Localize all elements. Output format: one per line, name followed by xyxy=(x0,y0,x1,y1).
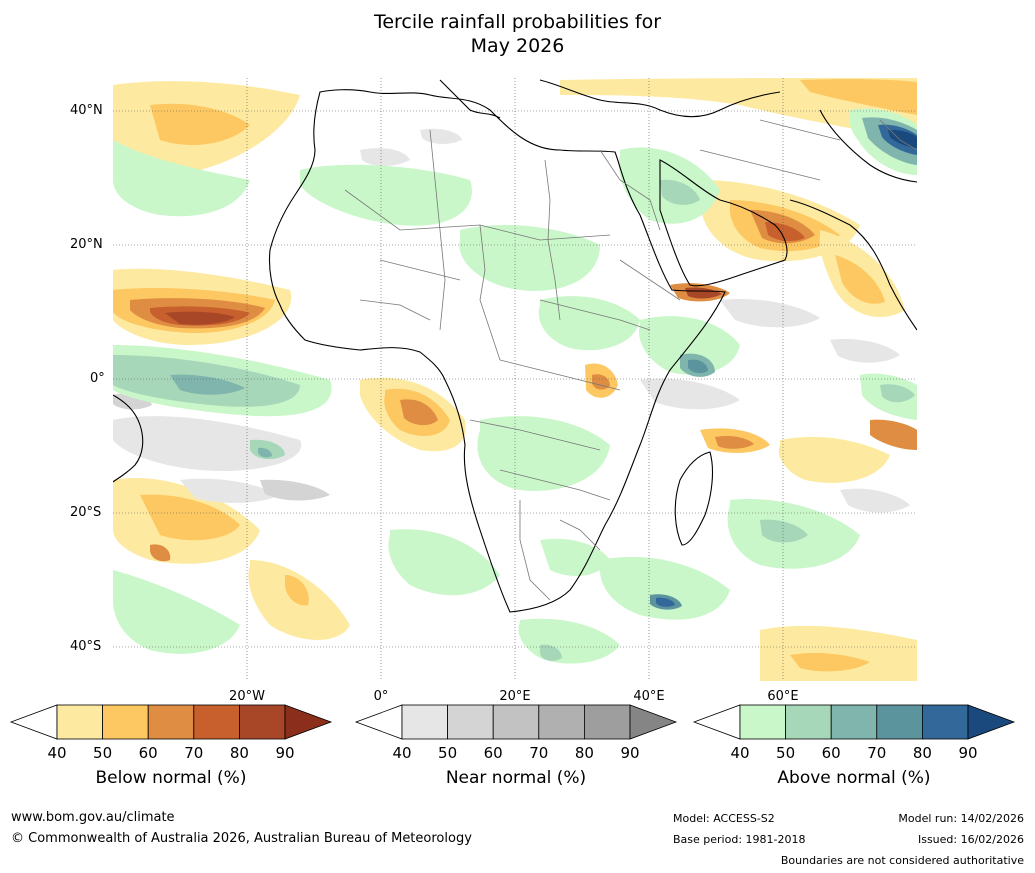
below-normal-swatch-3 xyxy=(147,704,195,740)
above-tick-50: 50 xyxy=(776,744,796,762)
near-normal-swatch-6 xyxy=(629,704,678,740)
below-tick-40: 40 xyxy=(47,744,67,762)
near-normal-title: Near normal (%) xyxy=(445,768,587,788)
above-normal-swatch-2 xyxy=(785,704,832,740)
lat-label-40n: 40°N xyxy=(70,103,103,118)
colorbar-below-normal xyxy=(9,704,333,740)
lon-label-40e: 40°E xyxy=(633,689,665,704)
model-run-date: Model run: 14/02/2026 xyxy=(898,812,1024,825)
below-normal-swatch-4 xyxy=(193,704,240,740)
map-title: Tercile rainfall probabilities for May 2… xyxy=(0,10,1035,58)
below-tick-80: 80 xyxy=(229,744,249,762)
lon-label-20e: 20°E xyxy=(499,689,531,704)
above-normal-swatch-4 xyxy=(876,704,923,740)
title-line-1: Tercile rainfall probabilities for xyxy=(373,11,662,33)
graticule xyxy=(113,78,917,681)
near-tick-70: 70 xyxy=(529,744,549,762)
copyright-text: © Commonwealth of Australia 2026, Austra… xyxy=(11,831,472,846)
above-tick-70: 70 xyxy=(867,744,887,762)
below-normal-swatch-2 xyxy=(102,704,149,740)
colorbar-near-normal xyxy=(354,704,678,740)
lat-label-40s: 40°S xyxy=(70,639,102,654)
above-tick-40: 40 xyxy=(730,744,750,762)
above-normal-swatch-3 xyxy=(830,704,878,740)
near-tick-40: 40 xyxy=(392,744,412,762)
above-tick-90: 90 xyxy=(958,744,978,762)
near-tick-50: 50 xyxy=(438,744,458,762)
below-normal-swatch-0 xyxy=(9,704,58,740)
above-normal-title: Above normal (%) xyxy=(777,768,931,788)
near-tick-60: 60 xyxy=(483,744,503,762)
near-tick-90: 90 xyxy=(620,744,640,762)
below-normal-title: Below normal (%) xyxy=(95,768,247,788)
above-normal-swatch-5 xyxy=(922,704,969,740)
base-period: Base period: 1981-2018 xyxy=(673,833,806,846)
near-normal-swatch-2 xyxy=(447,704,494,740)
map-field xyxy=(113,78,917,681)
model-name: Model: ACCESS-S2 xyxy=(673,812,775,825)
country-borders xyxy=(344,119,917,601)
near-normal-swatch-5 xyxy=(584,704,631,740)
above-normal-swatch-6 xyxy=(967,704,1016,740)
below-normal-swatch-6 xyxy=(284,704,333,740)
below-tick-70: 70 xyxy=(184,744,204,762)
website-link[interactable]: www.bom.gov.au/climate xyxy=(11,810,175,825)
title-line-2: May 2026 xyxy=(470,35,565,57)
coastlines xyxy=(113,79,917,613)
near-normal-swatch-0 xyxy=(354,704,403,740)
near-normal-swatch-4 xyxy=(538,704,585,740)
near-normal-swatch-1 xyxy=(401,704,448,740)
below-tick-50: 50 xyxy=(93,744,113,762)
below-tick-60: 60 xyxy=(138,744,158,762)
below-normal-swatch-5 xyxy=(238,704,286,740)
above-tick-80: 80 xyxy=(912,744,932,762)
lon-label-60e: 60°E xyxy=(767,689,799,704)
near-normal-swatch-3 xyxy=(492,704,540,740)
lat-label-20s: 20°S xyxy=(70,505,102,520)
above-normal-swatch-0 xyxy=(692,704,741,740)
boundary-disclaimer: Boundaries are not considered authoritat… xyxy=(780,854,1024,867)
lat-label-equator: 0° xyxy=(90,371,105,386)
above-normal-regions xyxy=(113,108,917,664)
above-tick-60: 60 xyxy=(821,744,841,762)
lon-label-0: 0° xyxy=(373,689,389,704)
below-tick-90: 90 xyxy=(275,744,295,762)
lon-label-20w: 20°W xyxy=(229,689,265,704)
colorbar-above-normal xyxy=(692,704,1016,740)
below-normal-regions xyxy=(113,78,917,681)
near-tick-80: 80 xyxy=(574,744,594,762)
below-normal-swatch-1 xyxy=(56,704,103,740)
issued-date: Issued: 16/02/2026 xyxy=(917,833,1024,846)
lat-label-20n: 20°N xyxy=(70,237,103,252)
above-normal-swatch-1 xyxy=(739,704,786,740)
